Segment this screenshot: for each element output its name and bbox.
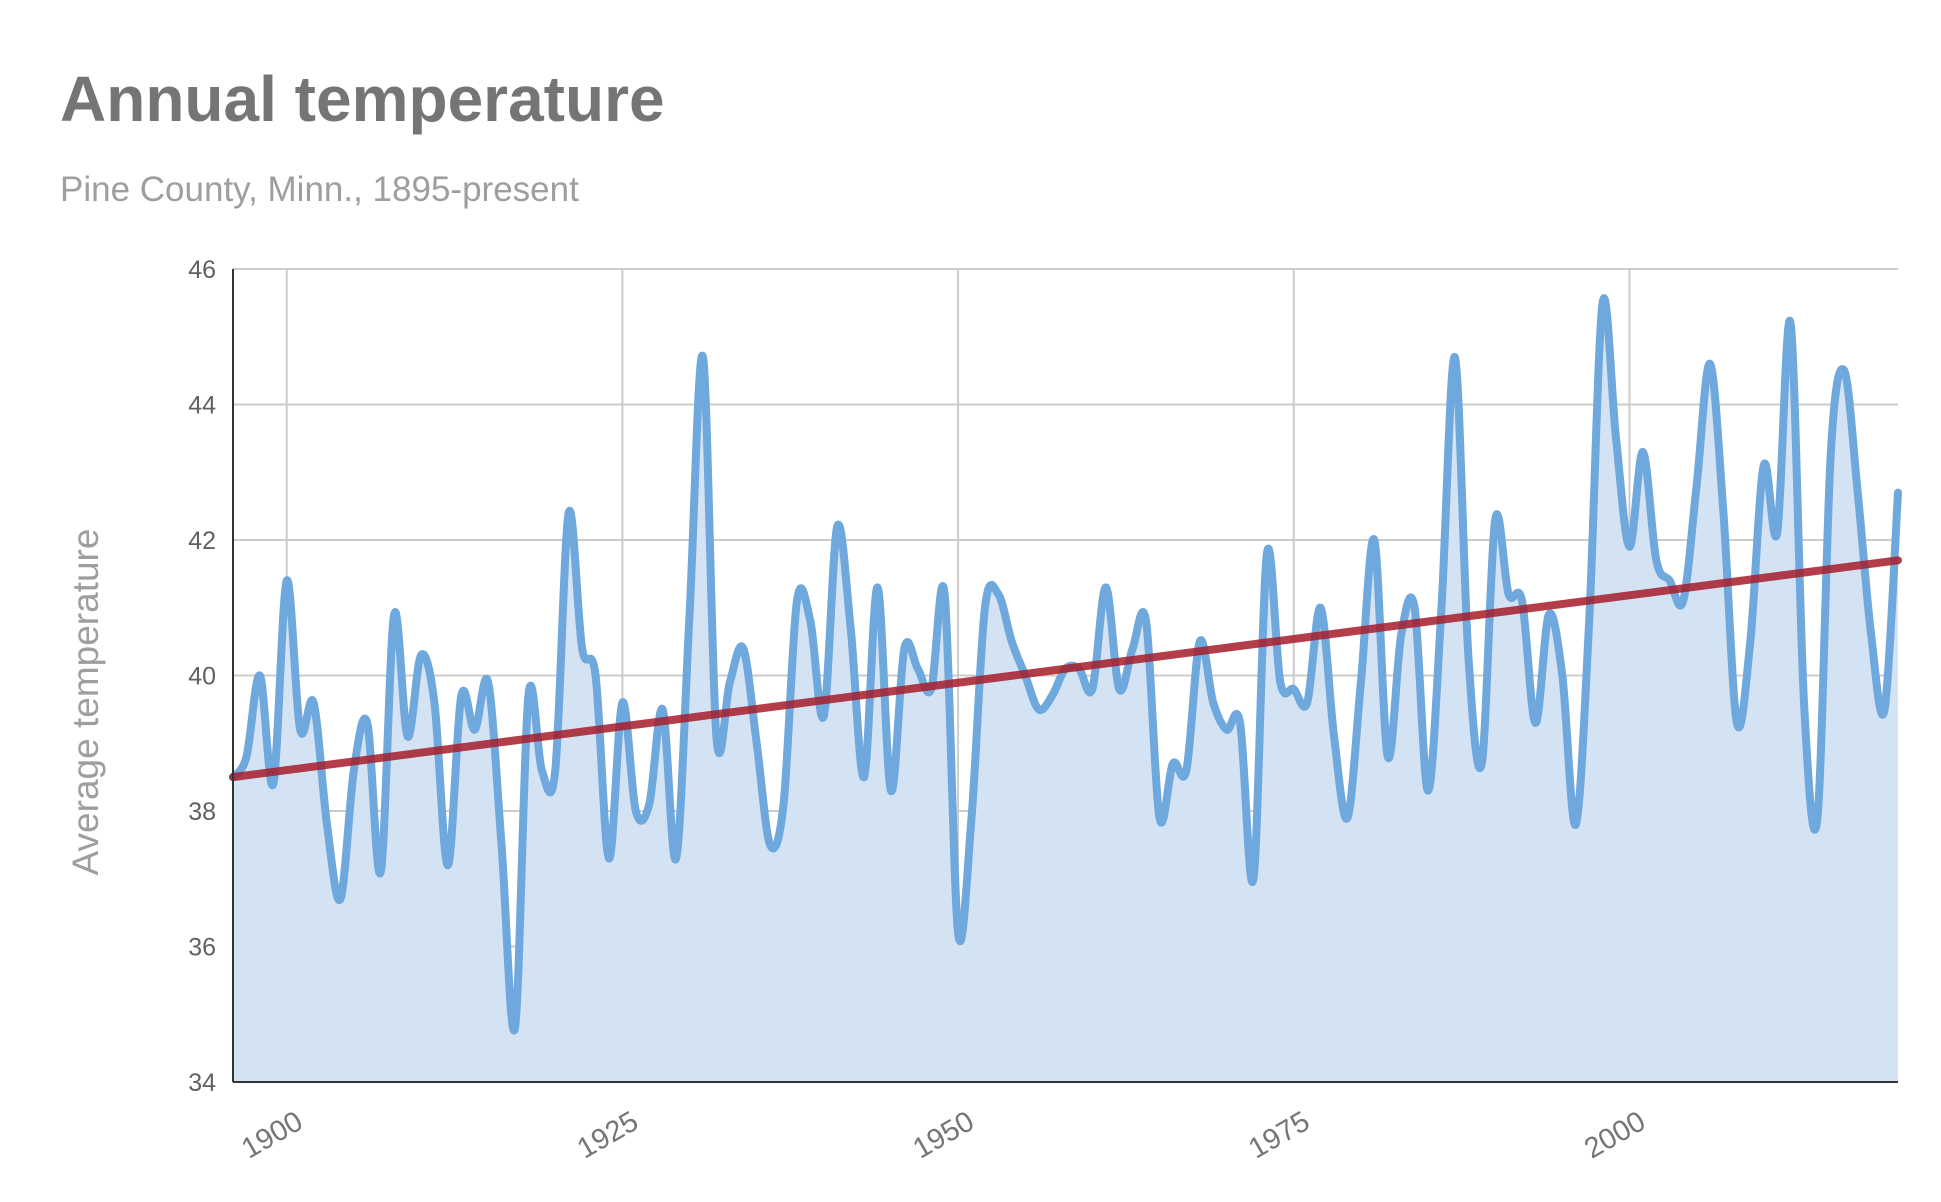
y-tick-label-4: 42 (188, 527, 216, 555)
y-tick-label-6: 46 (188, 256, 216, 284)
y-tick-label-3: 40 (188, 663, 216, 691)
x-tick-label-2: 1950 (908, 1105, 980, 1165)
area-fill (233, 298, 1898, 1082)
y-tick-label-2: 38 (188, 798, 216, 826)
x-tick-label-0: 1900 (236, 1105, 308, 1165)
chart-subtitle: Pine County, Minn., 1895-present (60, 170, 579, 209)
x-tick-label-3: 1975 (1243, 1105, 1315, 1165)
x-tick-label-4: 2000 (1579, 1105, 1651, 1165)
y-axis-label: Average temperature (65, 529, 106, 876)
y-tick-label-5: 44 (188, 392, 216, 420)
axes (232, 269, 1898, 1083)
chart-title: Annual temperature (60, 63, 665, 135)
x-tick-labels: 1900 1925 1950 1975 2000 (236, 1105, 1651, 1165)
y-tick-label-0: 34 (188, 1069, 216, 1097)
area-layer (229, 294, 1902, 1082)
y-tick-labels: 34 36 38 40 42 44 46 (188, 256, 216, 1097)
trend-line (229, 556, 1902, 782)
x-tick-label-1: 1925 (572, 1105, 644, 1165)
y-tick-label-1: 36 (188, 934, 216, 962)
